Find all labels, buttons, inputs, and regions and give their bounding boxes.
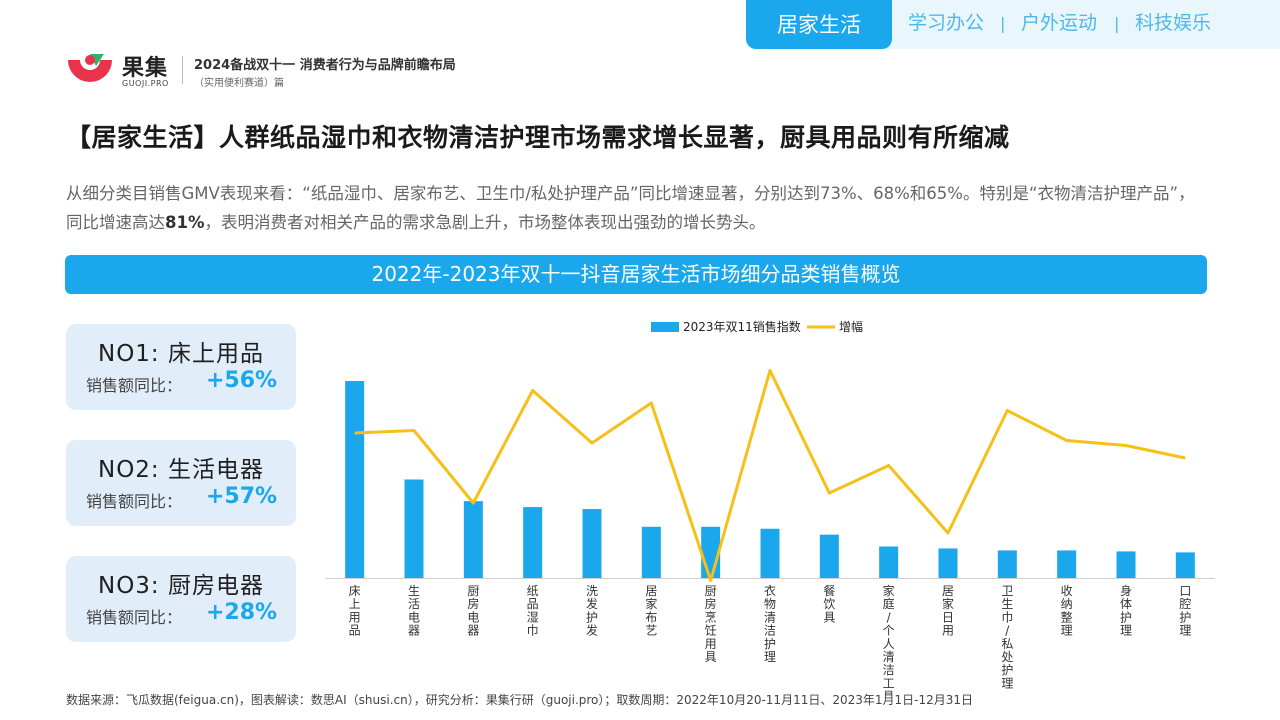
summary-text: 从细分类目销售GMV表现来看：“纸品湿巾、居家布艺、卫生巾/私处护理产品”同比增… [66, 179, 1206, 237]
x-tick-label-4: 洗发护发 [586, 584, 598, 638]
legend-line-label: 增幅 [839, 319, 863, 334]
rank-card-yoy-value: +28% [206, 600, 278, 625]
x-tick-label-8: 餐饮具 [823, 583, 835, 624]
rank-card-1: NO1: 床上用品 销售额同比： +56% [66, 324, 296, 410]
chart-banner-title: 2022年-2023年双十一抖音居家生活市场细分品类销售概览 [65, 255, 1207, 294]
rank-card-yoy-label: 销售额同比： [86, 376, 183, 395]
report-title: 2024备战双十一 消费者行为与品牌前瞻布局 [194, 58, 456, 73]
summary-part-2: ，表明消费者对相关产品的需求急剧上升，市场整体表现出强劲的增长势头。 [204, 213, 766, 232]
rank-card-3: NO3: 厨房电器 销售额同比： +28% [66, 556, 296, 642]
logo-name: 果集 [122, 56, 169, 81]
tab-outdoor-sports[interactable]: 户外运动 [1021, 12, 1098, 34]
rank-card-yoy-value: +57% [206, 484, 278, 509]
category-tabs: 居家生活 学习办公 | 户外运动 | 科技娱乐 [746, 0, 1280, 49]
x-tick-label-1: 生活电器 [408, 584, 420, 638]
report-subtitle: （实用便利赛道）篇 [194, 78, 284, 89]
x-tick-label-12: 收纳整理 [1061, 584, 1073, 638]
rank-card-title: NO2: 生活电器 [97, 457, 264, 483]
guoji-logo-icon [68, 54, 112, 82]
bar-4 [582, 509, 602, 578]
bar-12 [1057, 550, 1077, 578]
x-tick-label-11: 卫生巾/私处护理 [1001, 584, 1013, 690]
bar-3 [523, 507, 543, 578]
x-tick-label-3: 纸品湿巾 [527, 584, 539, 638]
x-tick-label-2: 厨房电器 [467, 584, 479, 638]
x-tick-label-7: 衣物清洁护理 [764, 583, 776, 664]
bar-11 [997, 550, 1017, 578]
bar-14 [1175, 552, 1195, 578]
bar-0 [345, 381, 365, 578]
x-tick-label-5: 居家布艺 [645, 584, 657, 638]
bar-10 [938, 548, 958, 578]
tab-home-living[interactable]: 居家生活 [746, 0, 892, 49]
summary-part-1: 从细分类目销售GMV表现来看：“纸品湿巾、居家布艺、卫生巾/私处护理产品”同比增… [66, 184, 1195, 232]
tab-study-office[interactable]: 学习办公 [908, 12, 985, 34]
x-tick-label-6: 厨房烹饪用具 [705, 584, 717, 664]
bar-8 [819, 534, 839, 578]
rank-card-yoy-value: +56% [206, 368, 278, 393]
rank-card-title: NO1: 床上用品 [97, 341, 264, 367]
logo-domain: GUOJI.PRO [122, 79, 169, 88]
bar-1 [404, 479, 424, 578]
summary-highlight: 81% [165, 213, 205, 232]
bar-9 [879, 546, 899, 578]
bar-5 [641, 526, 661, 578]
rank-card-yoy-label: 销售额同比： [86, 608, 183, 627]
bar-7 [760, 528, 780, 578]
page-title: 【居家生活】人群纸品湿巾和衣物清洁护理市场需求增长显著，厨具用品则有所缩减 [66, 123, 1010, 152]
legend-bar-swatch [651, 322, 679, 332]
header-divider [182, 56, 183, 84]
tab-separator: | [1000, 14, 1006, 33]
x-tick-label-9: 家庭/个人清洁工具 [883, 583, 895, 695]
data-source-note: 数据来源：飞瓜数据(feigua.cn)，图表解读：数思AI（shusi.cn）… [66, 693, 974, 707]
x-tick-label-0: 床上用品 [349, 584, 361, 638]
tab-separator: | [1114, 14, 1120, 33]
rank-card-title: NO3: 厨房电器 [97, 573, 264, 599]
bar-2 [463, 501, 483, 578]
tab-tech-entertainment[interactable]: 科技娱乐 [1135, 12, 1212, 34]
legend-bar-label: 2023年双11销售指数 [683, 319, 801, 334]
x-tick-label-13: 身体护理 [1120, 583, 1132, 638]
x-tick-label-14: 口腔护理 [1179, 584, 1191, 638]
x-tick-label-10: 居家日用 [942, 584, 954, 638]
bar-13 [1116, 551, 1136, 578]
rank-card-2: NO2: 生活电器 销售额同比： +57% [66, 440, 296, 526]
rank-card-yoy-label: 销售额同比： [86, 492, 183, 511]
